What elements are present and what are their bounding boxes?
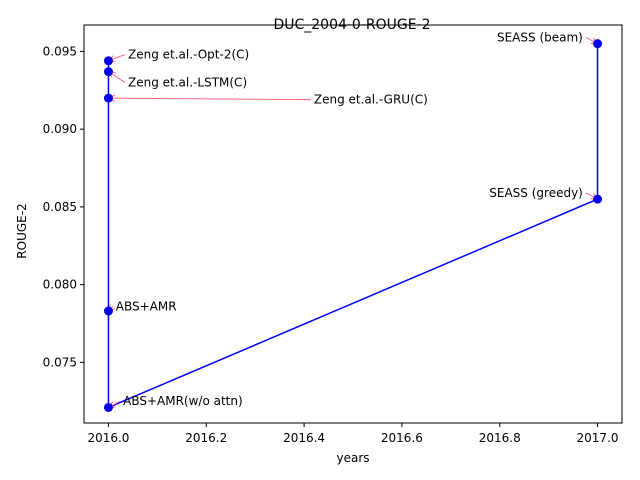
y-tick-label: 0.080 — [43, 278, 77, 292]
annotation-label: SEASS (greedy) — [489, 186, 583, 200]
data-point — [593, 39, 603, 49]
data-point — [103, 306, 113, 316]
x-tick-label: 2016.4 — [283, 431, 325, 445]
data-point — [103, 93, 113, 103]
annotation-label: ABS+AMR(w/o attn) — [123, 394, 243, 408]
x-axis: 2016.0 2016.2 2016.4 2016.6 2016.8 2017.0 — [87, 423, 619, 445]
x-tick-label: 2016.2 — [185, 431, 227, 445]
annotation-label: Zeng et.al.-LSTM(C) — [128, 76, 247, 90]
annotation-label: ABS+AMR — [116, 299, 177, 313]
y-axis: 0.075 0.080 0.085 0.090 0.095 — [43, 44, 84, 369]
x-tick-label: 2017.0 — [577, 431, 619, 445]
annotation-label: Zeng et.al.-Opt-2(C) — [128, 48, 249, 62]
y-tick-label: 0.095 — [43, 44, 77, 58]
data-point — [103, 56, 113, 66]
axes-frame — [83, 24, 623, 424]
plot-area: Zeng et.al.-Opt-2(C) Zeng et.al.-LSTM(C) Z… — [103, 30, 603, 412]
data-point — [103, 67, 113, 77]
x-tick-label: 2016.6 — [381, 431, 423, 445]
annotation-arrow — [108, 97, 311, 101]
data-point — [103, 402, 113, 412]
x-tick-label: 2016.0 — [87, 431, 129, 445]
y-tick-label: 0.090 — [43, 122, 77, 136]
y-tick-label: 0.085 — [43, 200, 77, 214]
y-axis-label: ROUGE-2 — [15, 203, 29, 258]
data-point — [593, 194, 603, 204]
annotation-label: Zeng et.al.-GRU(C) — [314, 93, 428, 107]
y-tick-label: 0.075 — [43, 355, 77, 369]
x-tick-label: 2016.8 — [479, 431, 521, 445]
annotation-label: SEASS (beam) — [497, 30, 583, 44]
x-axis-label: years — [336, 451, 369, 465]
